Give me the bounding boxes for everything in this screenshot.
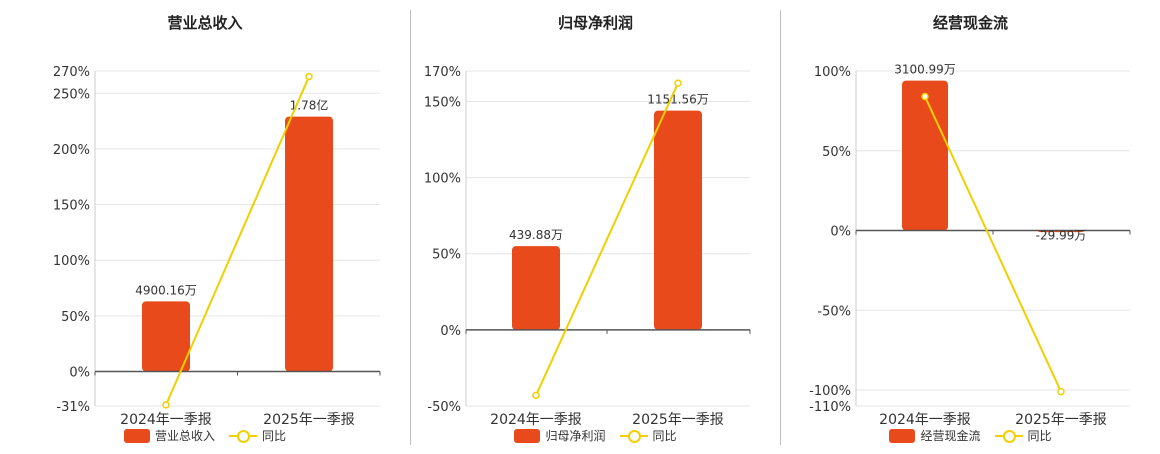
y-tick-label: -50%	[817, 304, 851, 319]
y-tick-label: 270%	[53, 65, 90, 80]
y-tick-label: 100%	[814, 65, 851, 80]
legend-bar-label: 归母净利润	[545, 429, 606, 443]
yoy-point	[921, 92, 929, 101]
legend-bar-swatch	[123, 428, 150, 443]
revenue-panel: 营业总收入 270% 250% 200% 150% 100% 50% 0% -31% 4900.…	[0, 0, 410, 450]
chart-title: 归母净利润	[557, 14, 633, 32]
legend-bar-swatch	[889, 428, 916, 443]
net-profit-chart: 170% 150% 100% 50% 0% -50% 439.88万 1151.56万 2024…	[424, 65, 751, 428]
y-tick-label: -31%	[56, 400, 90, 415]
legend-line-label: 同比	[262, 429, 287, 443]
y-tick-label: 100%	[53, 254, 90, 269]
legend: 营业总收入 同比	[0, 427, 410, 444]
yoy-point	[162, 401, 170, 409]
y-tick-label: 100%	[424, 172, 461, 187]
bar	[654, 110, 702, 330]
bar	[902, 80, 948, 231]
y-tick-label: 0%	[69, 365, 90, 380]
y-tick-label: 150%	[53, 199, 90, 214]
bar	[512, 246, 560, 330]
legend-bar-label: 经营现金流	[920, 429, 981, 443]
yoy-line	[924, 96, 1062, 393]
y-tick-label: 50%	[822, 145, 851, 160]
legend-bar-label: 营业总收入	[154, 429, 215, 443]
y-tick-label: -50%	[427, 400, 461, 415]
bar-value-label: 1151.56万	[647, 93, 709, 107]
legend: 归母净利润 同比	[411, 427, 780, 444]
chart-title: 经营现金流	[932, 14, 1008, 32]
yoy-point	[1057, 387, 1065, 396]
legend-line-swatch	[619, 429, 648, 443]
panel-divider	[780, 10, 781, 445]
legend-line-swatch	[229, 429, 257, 443]
bar	[285, 116, 333, 372]
bar-value-label: 439.88万	[509, 228, 563, 242]
x-tick-label: 2025年一季报	[632, 412, 724, 428]
y-tick-label: -110%	[809, 400, 851, 415]
y-tick-label: 50%	[432, 248, 461, 263]
yoy-line	[535, 82, 679, 396]
yoy-line	[165, 76, 310, 406]
yoy-point	[532, 391, 540, 400]
bar-value-label: -29.99万	[1036, 229, 1087, 243]
legend-line-label: 同比	[1027, 429, 1052, 443]
bar-value-label: 3100.99万	[894, 63, 956, 77]
bar-value-label: 1.78亿	[290, 98, 329, 113]
yoy-point	[674, 79, 682, 87]
y-tick-label: 250%	[53, 87, 90, 102]
panel-divider	[410, 10, 411, 445]
y-tick-label: 0%	[830, 225, 851, 240]
y-tick-label: -100%	[809, 384, 851, 399]
yoy-point	[305, 72, 313, 81]
x-tick-label: 2025年一季报	[263, 412, 355, 428]
x-tick-label: 2024年一季报	[879, 412, 971, 428]
chart-title: 营业总收入	[167, 14, 243, 32]
net-profit-panel: 归母净利润 170% 150% 100% 50% 0% -50% 439.88万 1151.5…	[411, 0, 780, 450]
bar	[142, 301, 190, 372]
legend-bar-swatch	[514, 428, 541, 443]
cash-flow-panel: 经营现金流 100% 50% 0% -50% -100% -110% 3100.99万 -29…	[781, 0, 1160, 450]
x-tick-label: 2024年一季报	[490, 412, 582, 428]
y-tick-label: 150%	[424, 95, 461, 110]
legend-line-swatch	[994, 429, 1023, 443]
bar-value-label: 4900.16万	[135, 283, 197, 297]
revenue-chart: 270% 250% 200% 150% 100% 50% 0% -31% 4900.16万 1.7…	[53, 65, 381, 428]
x-tick-label: 2024年一季报	[120, 412, 212, 428]
y-tick-label: 50%	[61, 310, 90, 325]
legend-line-label: 同比	[652, 429, 677, 443]
y-tick-label: 0%	[440, 324, 461, 339]
legend: 经营现金流 同比	[781, 427, 1160, 444]
y-tick-label: 170%	[424, 65, 461, 80]
cash-flow-chart: 100% 50% 0% -50% -100%-110% 3100.99万 -29.99万 20…	[809, 63, 1131, 428]
x-tick-label: 2025年一季报	[1015, 412, 1107, 428]
y-tick-label: 200%	[53, 143, 90, 158]
